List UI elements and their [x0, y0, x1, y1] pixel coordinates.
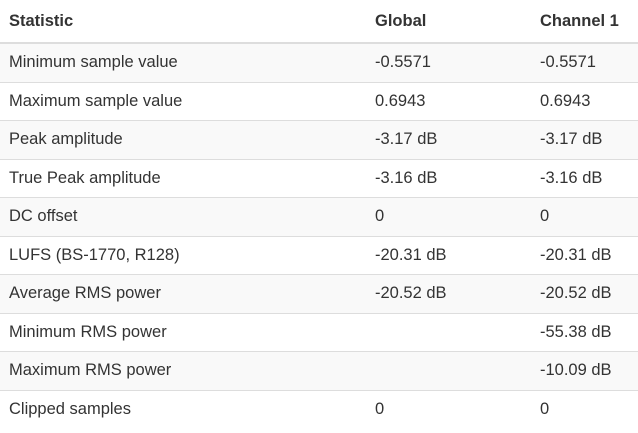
channel-1-value: -20.52 dB	[531, 274, 638, 313]
global-value: -20.31 dB	[366, 235, 531, 275]
global-value: -3.16 dB	[366, 158, 531, 198]
statistic-label: True Peak amplitude	[0, 158, 366, 198]
header-row: Statistic Global Channel 1	[0, 0, 638, 44]
channel-1-value: -3.16 dB	[531, 158, 638, 198]
channel-1-value: 0.6943	[531, 81, 638, 121]
channel-1-value: -0.5571	[531, 43, 638, 82]
table-row: Maximum sample value 0.6943 0.6943	[0, 81, 638, 121]
channel-1-value: -20.31 dB	[531, 235, 638, 275]
table-row: Average RMS power -20.52 dB -20.52 dB	[0, 274, 638, 313]
table-header: Statistic Global Channel 1	[0, 0, 638, 44]
statistic-label: Peak amplitude	[0, 120, 366, 159]
table-row: Clipped samples 0 0	[0, 389, 638, 428]
statistic-label: LUFS (BS-1770, R128)	[0, 235, 366, 275]
channel-1-value: 0	[531, 197, 638, 236]
table-body: Minimum sample value -0.5571 -0.5571 Max…	[0, 43, 638, 428]
header-statistic: Statistic	[0, 0, 366, 44]
table-row: Maximum RMS power -10.09 dB	[0, 351, 638, 390]
statistic-label: Average RMS power	[0, 274, 366, 313]
statistic-label: Minimum sample value	[0, 43, 366, 82]
global-value: 0	[366, 389, 531, 428]
channel-1-value: -10.09 dB	[531, 351, 638, 390]
table-row: Peak amplitude -3.17 dB -3.17 dB	[0, 120, 638, 159]
table-row: DC offset 0 0	[0, 197, 638, 236]
statistic-label: Minimum RMS power	[0, 312, 366, 352]
global-value: 0	[366, 197, 531, 236]
statistic-label: Clipped samples	[0, 389, 366, 428]
global-value: -0.5571	[366, 43, 531, 82]
global-value: -20.52 dB	[366, 274, 531, 313]
statistic-label: DC offset	[0, 197, 366, 236]
header-global: Global	[366, 0, 531, 44]
table-row: LUFS (BS-1770, R128) -20.31 dB -20.31 dB	[0, 235, 638, 275]
table-row: Minimum RMS power -55.38 dB	[0, 312, 638, 352]
statistic-label: Maximum RMS power	[0, 351, 366, 390]
global-value: 0.6943	[366, 81, 531, 121]
channel-1-value: -55.38 dB	[531, 312, 638, 352]
global-value	[366, 312, 531, 352]
global-value: -3.17 dB	[366, 120, 531, 159]
table-row: Minimum sample value -0.5571 -0.5571	[0, 43, 638, 82]
table-row: True Peak amplitude -3.16 dB -3.16 dB	[0, 158, 638, 198]
channel-1-value: -3.17 dB	[531, 120, 638, 159]
header-channel-1: Channel 1	[531, 0, 638, 44]
global-value	[366, 351, 531, 390]
channel-1-value: 0	[531, 389, 638, 428]
statistic-label: Maximum sample value	[0, 81, 366, 121]
